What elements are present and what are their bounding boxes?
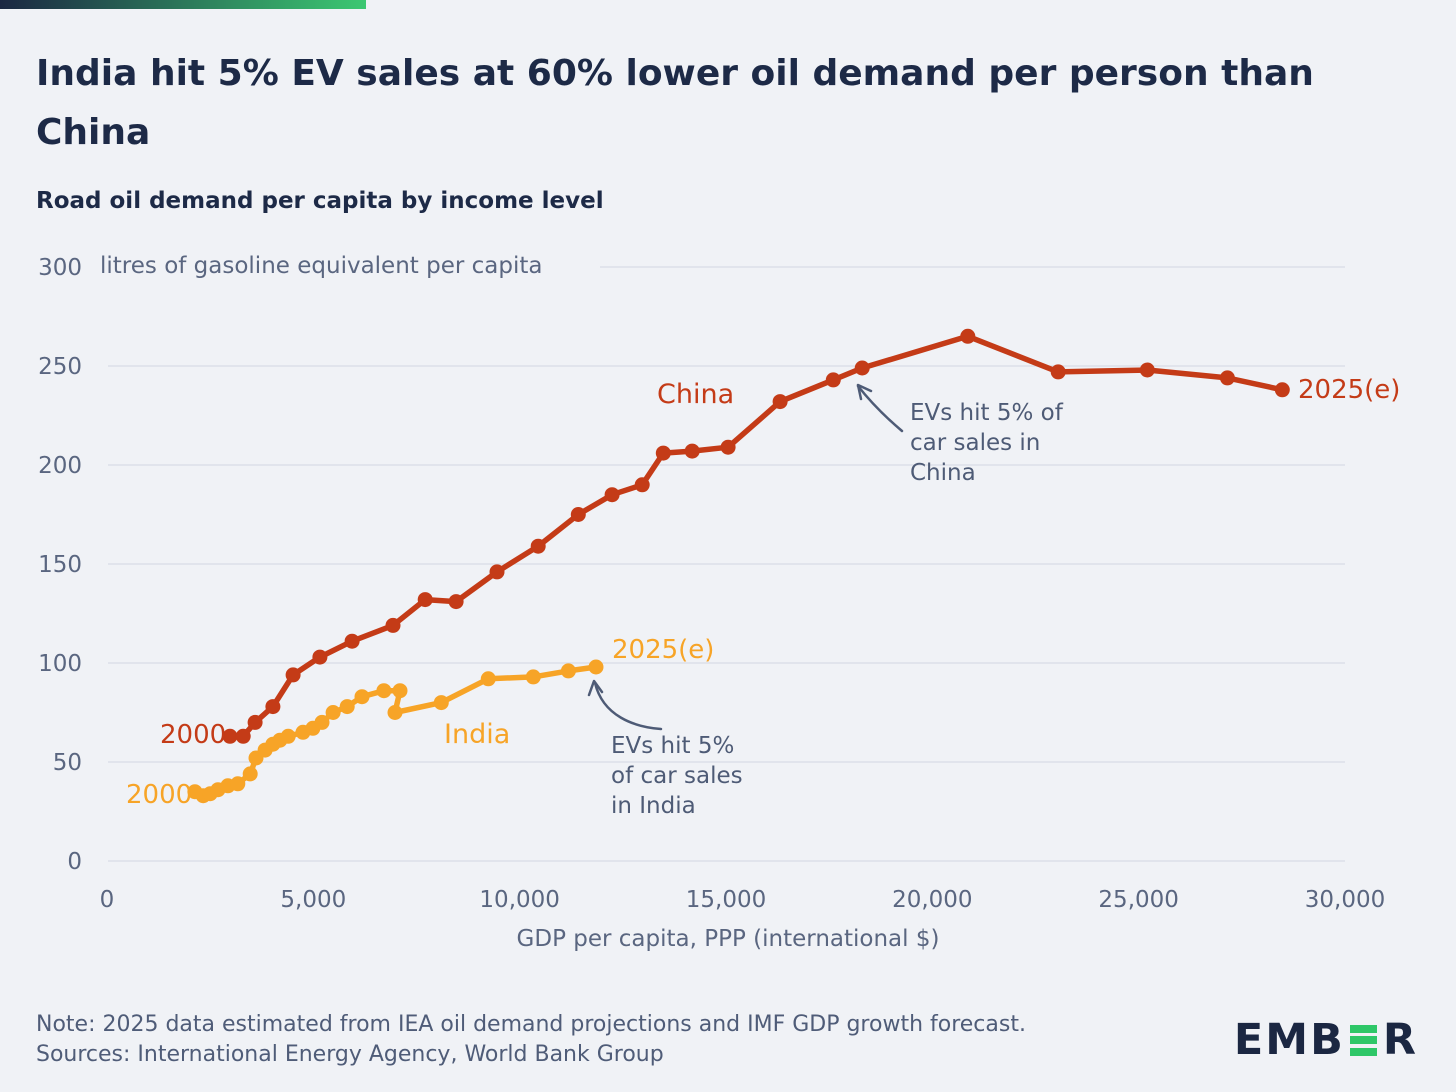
india-point [242, 766, 258, 782]
y-tick-label: 0 [67, 849, 82, 875]
x-tick-label: 25,000 [1098, 887, 1178, 913]
axis-tick-labels: 0 50 100 150 200 250 300 0 5,000 10,000 15,000 20,0… [38, 255, 1385, 913]
y-tick-label: 300 [38, 255, 82, 281]
china-point [489, 564, 505, 580]
y-axis-unit-label: litres of gasoline equivalent per capita [100, 253, 543, 279]
y-tick-label: 150 [38, 552, 82, 578]
y-tick-label: 200 [38, 453, 82, 479]
china-point [960, 328, 976, 344]
india-series-label: India [444, 719, 511, 750]
china-point [570, 507, 586, 522]
x-tick-label: 20,000 [892, 887, 972, 913]
india-ev-annotation: EVs hit 5% of car sales in India [611, 733, 743, 819]
y-tick-label: 100 [38, 651, 82, 677]
china-point [604, 487, 620, 503]
china-point [634, 477, 650, 493]
india-point [387, 705, 403, 720]
x-tick-label: 5,000 [280, 887, 346, 913]
gridlines [108, 266, 1345, 862]
page-title: India hit 5% EV sales at 60% lower oil d… [36, 53, 1314, 153]
india-start-year-label: 2000 [126, 780, 193, 810]
china-point [772, 394, 788, 410]
china-point [684, 443, 700, 459]
india-point [230, 776, 246, 792]
x-tick-label: 15,000 [686, 887, 766, 913]
china-start-year-label: 2000 [160, 720, 227, 750]
india-point [314, 714, 330, 730]
china-point [344, 633, 360, 649]
x-tick-label: 10,000 [479, 887, 559, 913]
china-point [655, 445, 671, 461]
sources-text: Sources: International Energy Agency, Wo… [36, 1042, 664, 1067]
china-point [1139, 362, 1155, 378]
india-point [392, 683, 408, 699]
y-tick-label: 50 [53, 750, 82, 776]
x-tick-label: 30,000 [1305, 887, 1385, 913]
india-annotation-arrowhead [587, 679, 604, 697]
india-point [525, 669, 541, 685]
china-series-label: China [657, 379, 735, 410]
india-end-year-label: 2025(e) [612, 635, 715, 665]
india-point [354, 689, 370, 705]
china-annotation-arrowhead [856, 383, 873, 401]
china-point [854, 360, 870, 376]
india-point [560, 663, 576, 679]
china-point [448, 594, 464, 610]
china-point [385, 617, 401, 633]
china-point [825, 372, 841, 388]
china-point [720, 439, 736, 455]
india-point [376, 683, 392, 699]
china-point [417, 592, 433, 608]
ember-logo-text-right: R [1382, 1015, 1418, 1065]
brand-gradient-bar [0, 0, 366, 9]
india-point [433, 695, 449, 711]
india-point [280, 728, 296, 744]
china-point [1274, 382, 1290, 398]
ember-logo-text-left: EMB [1233, 1015, 1345, 1065]
y-tick-label: 250 [38, 354, 82, 380]
china-point [235, 728, 251, 744]
india-point [325, 705, 341, 720]
china-end-year-label: 2025(e) [1298, 375, 1401, 405]
china-point [1050, 364, 1066, 380]
china-annotation-arrow [856, 384, 904, 433]
china-point [312, 649, 328, 665]
ember-logo-green-e-icon [1349, 1024, 1377, 1056]
x-axis-title: GDP per capita, PPP (international $) [516, 926, 940, 952]
india-point [480, 671, 496, 687]
series-lines [187, 328, 1290, 804]
china-point [222, 728, 238, 744]
china-point [247, 714, 263, 730]
ember-logo: EMB R [1234, 1016, 1418, 1064]
china-ev-annotation: EVs hit 5% of car sales in China [910, 400, 1063, 486]
china-point [265, 699, 281, 715]
x-tick-label: 0 [100, 887, 115, 913]
annotation-arrows [587, 383, 904, 731]
china-line [227, 333, 1286, 740]
china-point [1219, 370, 1235, 386]
chart-subtitle: Road oil demand per capita by income lev… [36, 188, 604, 214]
china-point [285, 667, 301, 683]
india-annotation-arrow [593, 681, 663, 731]
china-point [530, 538, 546, 554]
india-point [588, 659, 604, 675]
india-point [339, 699, 355, 715]
note-text: Note: 2025 data estimated from IEA oil d… [36, 1012, 1026, 1037]
